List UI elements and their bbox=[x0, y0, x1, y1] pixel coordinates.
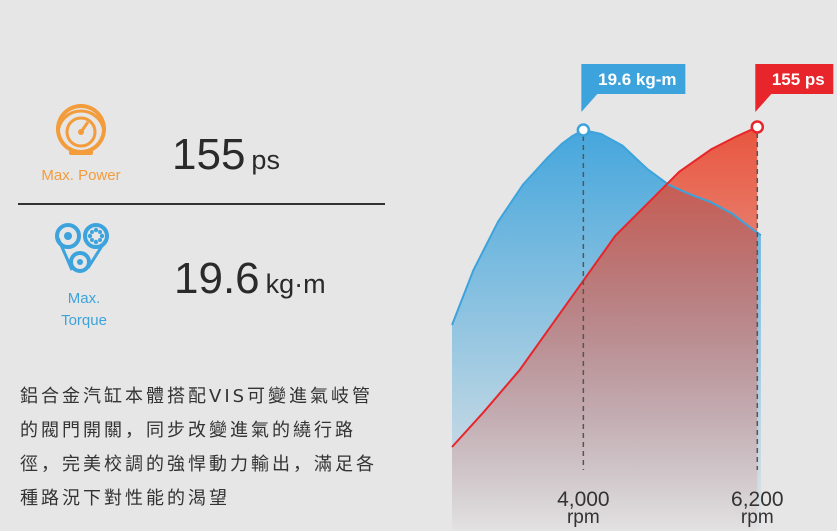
torque-peak-callout bbox=[581, 64, 686, 112]
power-unit: ps bbox=[251, 145, 280, 175]
rpm-tick-label: 6,200 bbox=[731, 488, 784, 511]
power-value: 155 ps bbox=[172, 130, 280, 180]
torque-line bbox=[451, 128, 762, 326]
power-line bbox=[451, 126, 758, 448]
torque-label: Max. Torque bbox=[36, 288, 132, 332]
torque-peak-marker bbox=[576, 123, 591, 137]
engine-spec-panel: Max. Power 155 ps Max. Torque 19.6 kg·m 鋁合… bbox=[18, 104, 400, 516]
description-line: 鋁合金汽缸本體搭配VIS可變進氣岐管 bbox=[20, 386, 374, 407]
power-area bbox=[452, 127, 758, 530]
timing-belt-icon bbox=[55, 223, 109, 273]
torque-value: 19.6 kg·m bbox=[174, 254, 326, 304]
power-peak-marker bbox=[750, 120, 765, 134]
power-label: Max. Power bbox=[41, 167, 121, 184]
torque-peak-label: 19.6 kg-m bbox=[598, 70, 676, 89]
description-line: 徑，完美校調的強悍動力輸出，滿足各 bbox=[20, 454, 377, 475]
power-peak-callout bbox=[755, 64, 834, 112]
rpm-unit-label: rpm bbox=[567, 507, 600, 528]
speedometer-icon bbox=[56, 104, 106, 155]
torque-unit: kg·m bbox=[265, 269, 326, 299]
torque-label-line2: Torque bbox=[61, 312, 107, 329]
power-number: 155 bbox=[172, 130, 246, 179]
rpm-tick-label: 4,000 bbox=[557, 488, 610, 511]
spec-divider bbox=[18, 203, 385, 205]
description-line: 種路況下對性能的渴望 bbox=[20, 488, 230, 509]
description-line: 的閥門開關，同步改變進氣的繞行路 bbox=[20, 420, 356, 441]
torque-number: 19.6 bbox=[174, 254, 260, 303]
engine-description: 鋁合金汽缸本體搭配VIS可變進氣岐管 的閥門開關，同步改變進氣的繞行路 徑，完美… bbox=[20, 380, 400, 516]
torque-label-line1: Max. bbox=[67, 290, 101, 307]
rpm-unit-label: rpm bbox=[741, 507, 774, 528]
power-peak-label: 155 ps bbox=[772, 70, 825, 89]
